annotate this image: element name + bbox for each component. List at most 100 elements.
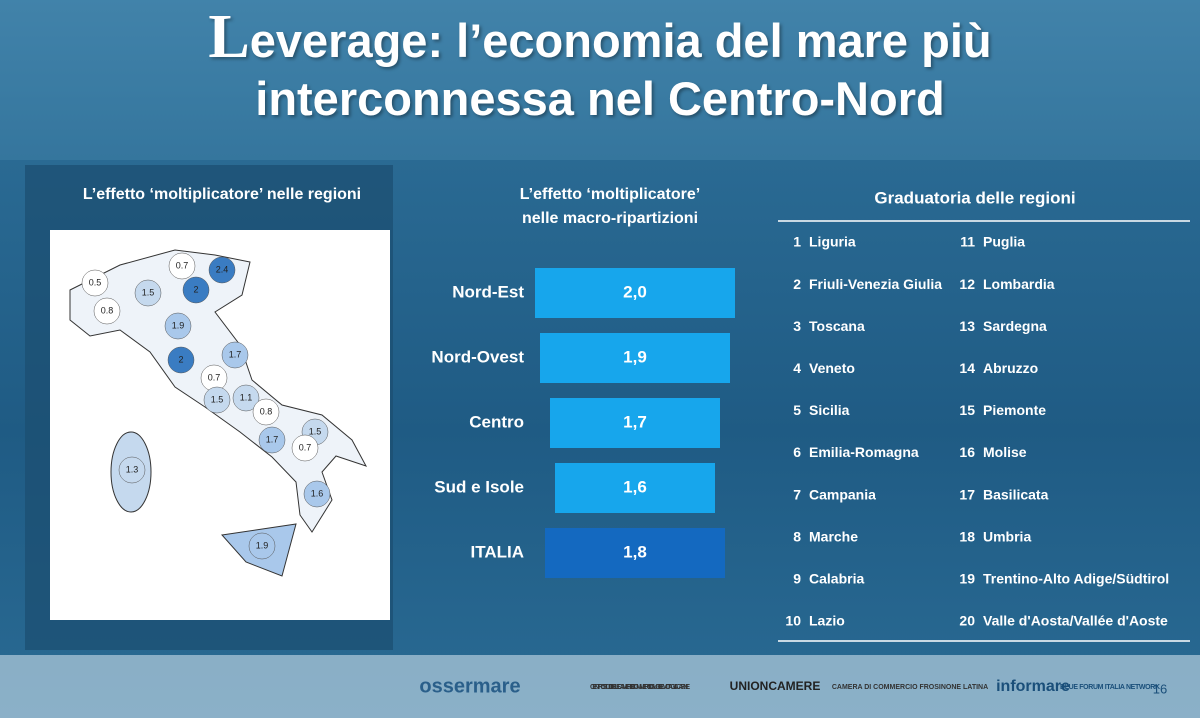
rank-number: 7 xyxy=(793,486,801,502)
rank-region: Friuli-Venezia Giulia xyxy=(809,276,942,292)
rank-region: Veneto xyxy=(809,360,855,376)
footer-band xyxy=(0,655,1200,718)
rank-region: Piemonte xyxy=(983,402,1046,418)
rank-number: 15 xyxy=(959,402,975,418)
footer-logo: CENTRO STUDI DELLE CAMERE DI COMMERCIO G… xyxy=(590,684,690,691)
bar xyxy=(540,333,730,383)
rank-number: 5 xyxy=(793,402,801,418)
chart-title: L’effetto ‘moltiplicatore’ nelle macro-ri… xyxy=(520,186,700,227)
region-shade xyxy=(134,279,162,307)
rank-number: 12 xyxy=(959,276,975,292)
rank-region: Lazio xyxy=(809,613,845,629)
rank-number: 8 xyxy=(793,528,801,544)
region-value: 0.5 xyxy=(89,277,102,287)
page-number: 16 xyxy=(1153,681,1167,696)
rank-region: Basilicata xyxy=(983,486,1049,502)
ranking-title: Graduatoria delle regioni xyxy=(874,188,1075,207)
rank-region: Umbria xyxy=(983,528,1031,544)
rank-number: 9 xyxy=(793,571,801,587)
rank-region: Toscana xyxy=(809,318,865,334)
bar-value-label: 1,7 xyxy=(623,412,647,431)
rank-number: 13 xyxy=(959,318,975,334)
rank-region: Abruzzo xyxy=(983,360,1038,376)
footer-logo: ossermare xyxy=(419,675,520,697)
region-shade xyxy=(232,384,260,412)
region-shade xyxy=(203,386,231,414)
region-shade xyxy=(164,312,192,340)
map-title: L’effetto ‘moltiplicatore’ nelle regioni xyxy=(83,186,361,203)
region-shade xyxy=(248,532,276,560)
rank-region: Puglia xyxy=(983,234,1025,250)
region-value: 0.7 xyxy=(208,372,221,382)
rank-number: 6 xyxy=(793,444,801,460)
rank-region: Emilia-Romagna xyxy=(809,444,919,460)
region-value: 1.9 xyxy=(256,540,269,550)
region-value: 1.3 xyxy=(126,464,139,474)
footer-logo: UNIONCAMERE xyxy=(730,679,821,693)
region-value: 1.5 xyxy=(211,394,224,404)
region-value: 0.7 xyxy=(299,442,312,452)
category-label: Nord-Est xyxy=(452,282,524,301)
region-value: 1.5 xyxy=(142,287,155,297)
bar-value-label: 1,6 xyxy=(623,477,647,496)
region-shade xyxy=(291,434,319,462)
region-value: 0.8 xyxy=(101,305,114,315)
region-value: 0.7 xyxy=(176,260,189,270)
rank-number: 2 xyxy=(793,276,801,292)
category-label: Nord-Ovest xyxy=(431,347,524,366)
category-label: ITALIA xyxy=(470,542,524,561)
region-value: 1.5 xyxy=(309,426,322,436)
rank-number: 4 xyxy=(793,360,801,376)
rank-number: 16 xyxy=(959,444,975,460)
rank-region: Molise xyxy=(983,444,1027,460)
region-shade xyxy=(93,297,121,325)
rank-number: 18 xyxy=(959,528,975,544)
region-value: 2 xyxy=(193,284,198,294)
rank-region: Trentino-Alto Adige/Südtirol xyxy=(983,571,1169,587)
rank-number: 17 xyxy=(959,486,975,502)
rank-number: 1 xyxy=(793,234,801,250)
rank-region: Sicilia xyxy=(809,402,850,418)
rank-region: Valle d'Aosta/Vallée d'Aoste xyxy=(983,613,1168,629)
region-shade xyxy=(182,276,210,304)
region-shade xyxy=(258,426,286,454)
bar xyxy=(535,268,735,318)
bar xyxy=(550,398,720,448)
category-label: Sud e Isole xyxy=(434,477,524,496)
footer-logo: CAMERA DI COMMERCIO FROSINONE LATINA xyxy=(832,684,988,691)
region-shade xyxy=(167,346,195,374)
rank-number: 11 xyxy=(960,234,975,250)
region-value: 0.8 xyxy=(260,406,273,416)
bar-value-label: 2,0 xyxy=(623,282,647,301)
rank-number: 3 xyxy=(793,318,801,334)
region-shade xyxy=(208,256,236,284)
bar-value-label: 1,9 xyxy=(623,347,647,366)
category-label: Centro xyxy=(469,412,524,431)
slide-title: Leverage: l’economia del mare più interc… xyxy=(208,3,992,125)
region-shade xyxy=(118,456,146,484)
bar xyxy=(545,528,725,578)
bar-value-label: 1,8 xyxy=(623,542,647,561)
region-value: 1.6 xyxy=(311,488,324,498)
region-shade xyxy=(81,269,109,297)
footer-logo: BLUE FORUM ITALIA NETWORK xyxy=(1060,684,1160,691)
rank-region: Calabria xyxy=(809,571,864,587)
sea-band xyxy=(0,0,1200,160)
region-value: 1.7 xyxy=(266,434,279,444)
rank-number: 19 xyxy=(959,571,975,587)
region-value: 2 xyxy=(178,354,183,364)
region-value: 2.4 xyxy=(216,264,229,274)
region-value: 1.9 xyxy=(172,320,185,330)
rank-number: 20 xyxy=(959,613,975,629)
region-shade xyxy=(303,480,331,508)
region-shade xyxy=(221,341,249,369)
region-shade xyxy=(252,398,280,426)
rank-region: Liguria xyxy=(809,234,856,250)
footer-logo: informare xyxy=(996,678,1070,695)
region-value: 1.1 xyxy=(240,392,253,402)
rank-number: 10 xyxy=(785,613,801,629)
region-value: 1.7 xyxy=(229,349,242,359)
region-shade xyxy=(168,252,196,280)
